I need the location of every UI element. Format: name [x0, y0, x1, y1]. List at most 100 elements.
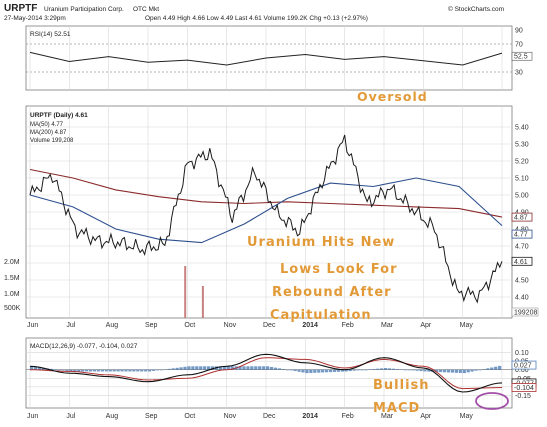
macd-histogram-bar: [281, 369, 285, 370]
price-month-label: 2014: [302, 322, 318, 329]
macd-histogram-bar: [92, 369, 97, 372]
macd-histogram-bar: [325, 369, 329, 373]
macd-legend: MACD(12,26,9) -0.077, -0.104, 0.027: [30, 343, 138, 350]
macd-histogram-bar: [411, 369, 415, 371]
header-date: 27-May-2014 3:29pm: [4, 15, 66, 22]
macd-histogram-bar: [482, 369, 486, 370]
macd-month-label: Sep: [145, 413, 158, 420]
macd-histogram-bar: [466, 369, 470, 373]
macd-value-box: [511, 360, 537, 370]
macd-histogram-bar: [387, 368, 392, 370]
macd-histogram-bar: [258, 366, 262, 370]
volume-value-marker: 199208: [511, 307, 539, 317]
macd-histogram-bar: [61, 369, 65, 371]
volume-tick-label: 1.5M: [4, 275, 20, 282]
macd-histogram-bar: [478, 369, 482, 371]
macd-histogram-bar: [250, 366, 254, 370]
price-month-label: Oct: [184, 322, 195, 329]
header-company: Uranium Participation Corp.: [44, 6, 124, 13]
macd-histogram-bar: [69, 369, 73, 372]
macd-histogram-bar: [301, 369, 305, 373]
macd-histogram-bar: [179, 367, 183, 370]
macd-histogram-bar: [376, 368, 380, 370]
macd-signal-line: [29, 357, 503, 390]
macd-histogram-bar: [218, 366, 222, 370]
macd-histogram-bar: [116, 369, 120, 372]
volume-tick-label: 1.0M: [4, 291, 20, 298]
macd-histogram-bar: [207, 366, 211, 370]
macd-histogram-bar: [470, 369, 474, 372]
macd-histogram-bar: [474, 369, 478, 371]
macd-histogram-bar: [372, 369, 376, 370]
volume-legend: Volume 199,208: [30, 138, 74, 144]
rsi-tick-label: 30: [515, 70, 523, 77]
price-tick-label: 5.30: [515, 142, 529, 149]
macd-month-label: May: [460, 413, 474, 420]
ma200-legend: MA(200) 4.87: [30, 130, 67, 136]
macd-histogram-bar: [222, 366, 226, 370]
macd-month-label: Jun: [27, 413, 38, 420]
macd-tick-label: -0.15: [515, 393, 531, 400]
macd-histogram-bar: [148, 369, 152, 372]
rsi-legend: RSI(14) 52.51: [30, 31, 71, 38]
macd-histogram-bar: [151, 369, 156, 371]
price-tick-label: 5.40: [515, 125, 529, 132]
macd-histogram-bar: [73, 369, 77, 372]
macd-histogram-bar: [85, 369, 89, 372]
price-month-label: Jun: [27, 322, 38, 329]
macd-histogram-bar: [124, 369, 128, 372]
rsi-last-value-label: 52.5: [514, 54, 528, 61]
volume-tick-label: 500K: [4, 305, 21, 312]
macd-histogram-bar: [391, 368, 396, 370]
macd-histogram-bar: [33, 366, 38, 370]
price-month-label: Apr: [420, 322, 432, 329]
macd-value-label: 0.027: [514, 363, 532, 370]
macd-histogram-bar: [191, 366, 195, 370]
price-month-labels: Jun Jul Aug Sep Oct Nov Dec 2014 Feb Mar Apr May: [27, 322, 473, 329]
volume-tick-labels: 2.0M 1.5M 1.0M 500K: [4, 259, 21, 312]
macd-histogram-bar: [443, 369, 447, 373]
macd-month-label: Aug: [106, 413, 119, 420]
macd-histogram-bar: [380, 368, 384, 370]
price-series-line: [29, 134, 503, 304]
macd-histogram-bar: [368, 369, 372, 370]
price-value-markers: 4.87 4.77 4.61: [511, 212, 533, 266]
macd-histogram-bar: [415, 369, 419, 371]
ma50-line: [29, 177, 503, 244]
macd-histogram-bar: [309, 369, 313, 373]
macd-histogram-bar: [112, 369, 116, 372]
volume-spike-bar: [201, 286, 204, 318]
crossover-highlight-circle: [475, 392, 509, 410]
macd-histogram-bar: [293, 369, 297, 372]
macd-histogram-bar: [203, 366, 207, 370]
macd-histogram-bar: [175, 367, 179, 370]
macd-histogram-bar: [128, 369, 132, 372]
price-month-label: Sep: [145, 322, 158, 329]
macd-panel: [25, 337, 513, 409]
macd-annotation: MACD: [373, 401, 420, 416]
macd-tick-label: 0.10: [515, 350, 529, 357]
macd-histogram-bar: [352, 369, 356, 371]
macd-histogram-bar: [486, 368, 490, 370]
macd-month-label: Feb: [342, 413, 354, 420]
rsi-grid: [26, 26, 512, 90]
rsi-tick-labels: 3050709052.5: [511, 28, 533, 77]
price-month-label: May: [460, 322, 474, 329]
annotation-line-2: Lows Look For: [280, 262, 398, 277]
macd-histogram-bar: [317, 369, 321, 373]
macd-histogram-bar: [494, 366, 498, 370]
macd-histogram-bar: [155, 369, 160, 371]
macd-histogram-bar: [269, 366, 274, 370]
macd-histogram-bar: [364, 369, 368, 371]
price-tick-label: 5.00: [515, 193, 529, 200]
macd-value-label: -0.104: [514, 385, 534, 392]
price-month-label: Jul: [66, 322, 75, 329]
macd-tick-label: 0.00: [515, 367, 529, 374]
macd-histogram-bar: [132, 369, 136, 372]
macd-line: [29, 353, 503, 393]
macd-histogram-bar: [77, 369, 81, 372]
rsi-series-line: [29, 51, 503, 66]
macd-histogram-bar: [384, 368, 388, 370]
price-value-box: [511, 229, 533, 239]
